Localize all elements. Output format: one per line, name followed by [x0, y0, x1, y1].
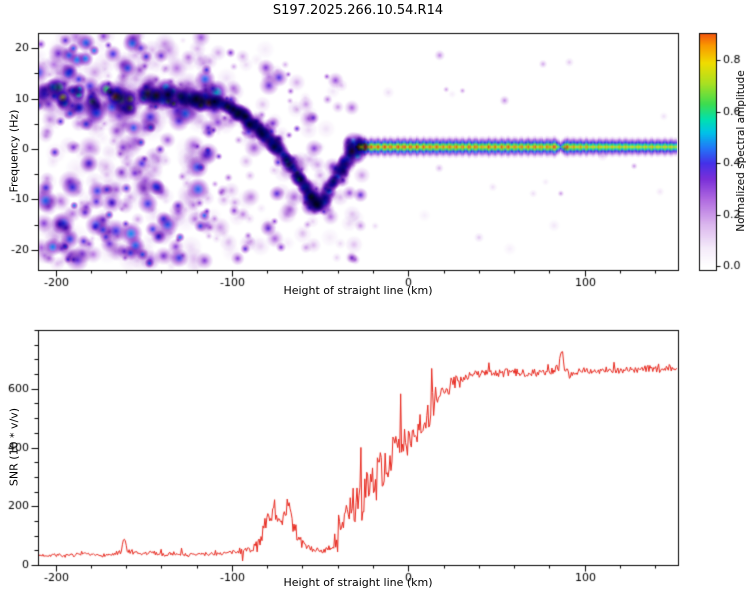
snr-y-axis-label: SNR (10 * v/v) [7, 407, 21, 487]
colorbar-label: Normalized spectral amplitude [735, 70, 747, 232]
snr-x-axis-label: Height of straight line (km) [283, 576, 433, 589]
spectrogram-y-axis-label: Frequency (Hz) [7, 109, 21, 193]
figure-title: S197.2025.266.10.54.R14 [272, 3, 444, 18]
spectrogram-x-axis-label: Height of straight line (km) [283, 284, 433, 297]
